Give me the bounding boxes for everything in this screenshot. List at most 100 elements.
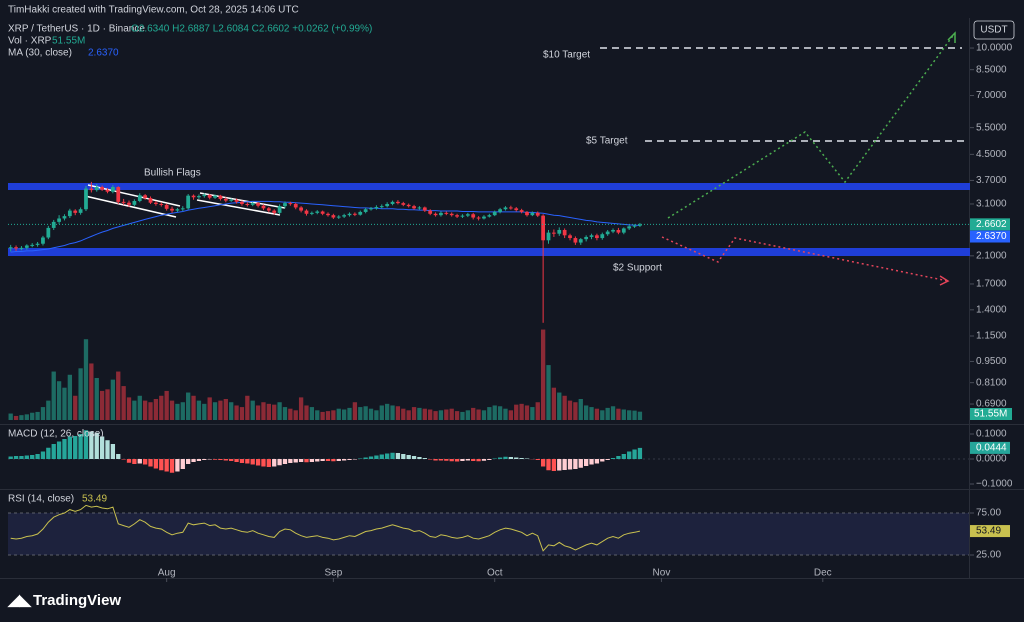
macd-bar bbox=[266, 459, 271, 467]
macd-bar bbox=[196, 459, 202, 461]
candle-body bbox=[148, 198, 153, 203]
y-tick-label: 7.0000 bbox=[976, 90, 1007, 101]
volume-bar bbox=[56, 381, 62, 420]
candle-body bbox=[514, 208, 519, 211]
candle-body bbox=[127, 202, 131, 205]
volume-bar bbox=[481, 410, 487, 420]
volume-bar bbox=[126, 397, 132, 420]
volume-bar bbox=[562, 395, 567, 420]
macd-bar bbox=[519, 458, 524, 459]
volume-bar bbox=[374, 410, 379, 420]
volume-bar bbox=[395, 406, 401, 420]
macd-bar bbox=[476, 459, 481, 462]
x-tick-label: Aug bbox=[158, 568, 176, 579]
volume-bar bbox=[347, 407, 352, 420]
volume-legend: Vol · XRP bbox=[8, 36, 52, 47]
volume-bar bbox=[234, 405, 239, 420]
volume-bar bbox=[320, 411, 325, 420]
macd-bar bbox=[94, 432, 99, 459]
volume-bar bbox=[578, 399, 583, 420]
volume-bar bbox=[164, 390, 169, 420]
macd-bar bbox=[83, 430, 89, 459]
candle-body bbox=[94, 187, 99, 191]
macd-bar bbox=[578, 459, 583, 468]
macd-bar bbox=[508, 457, 514, 459]
macd-bar bbox=[51, 444, 56, 459]
macd-bar bbox=[352, 459, 358, 460]
candle-body bbox=[611, 229, 615, 232]
volume-bar bbox=[137, 395, 142, 420]
candle-body bbox=[121, 201, 126, 203]
volume-bar bbox=[83, 339, 89, 420]
macd-bar bbox=[540, 459, 546, 467]
volume-bar bbox=[616, 408, 621, 420]
candle-body bbox=[304, 210, 309, 214]
ma-badge bbox=[970, 230, 1010, 243]
macd-bar bbox=[325, 459, 331, 461]
macd-bar bbox=[24, 455, 29, 459]
volume-bar bbox=[266, 403, 271, 420]
volume-bar bbox=[358, 407, 363, 420]
volume-bar bbox=[148, 402, 153, 420]
currency-button[interactable] bbox=[973, 20, 1015, 40]
volume-bar bbox=[551, 387, 557, 420]
candle-body bbox=[14, 247, 18, 249]
macd-bar bbox=[261, 459, 266, 467]
macd-bar bbox=[503, 456, 508, 459]
x-tick-label: Oct bbox=[487, 568, 503, 579]
volume-bar bbox=[255, 405, 261, 420]
candle-body bbox=[627, 226, 632, 229]
volume-bar bbox=[159, 395, 164, 420]
y-tick-label: 8.5000 bbox=[976, 64, 1007, 75]
macd-bar bbox=[218, 459, 223, 460]
candle-body bbox=[336, 216, 341, 218]
y-tick-label: 0.9500 bbox=[976, 356, 1007, 367]
candle-body bbox=[449, 213, 454, 216]
candle-body bbox=[621, 228, 626, 233]
macd-bar bbox=[401, 454, 406, 459]
candle-body bbox=[578, 239, 583, 243]
macd-bar bbox=[126, 459, 132, 463]
macd-bar bbox=[428, 459, 433, 460]
macd-bar bbox=[368, 456, 374, 459]
macd-bar bbox=[567, 459, 573, 470]
candle-body bbox=[57, 218, 61, 222]
volume-bar bbox=[637, 411, 643, 420]
macd-bar bbox=[363, 457, 368, 459]
volume-bar bbox=[196, 400, 202, 420]
volume-bar bbox=[379, 405, 384, 420]
candle-body bbox=[568, 235, 572, 239]
macd-bar bbox=[293, 459, 298, 463]
candle-body bbox=[455, 215, 459, 217]
candle-body bbox=[8, 247, 13, 249]
macd-bar bbox=[304, 459, 309, 463]
macd-bar bbox=[148, 459, 153, 467]
candle-body bbox=[487, 215, 492, 217]
candle-body bbox=[471, 214, 476, 218]
volume-bar bbox=[401, 408, 406, 420]
rsi-badge-label: 53.49 bbox=[976, 526, 1001, 537]
macd-bar bbox=[546, 459, 551, 471]
macd-bar bbox=[632, 449, 637, 459]
volume-bar bbox=[438, 410, 444, 420]
volume-badge bbox=[970, 408, 1012, 420]
y-tick-label: 1.1500 bbox=[976, 331, 1007, 342]
volume-bar bbox=[315, 410, 320, 420]
macd-bar bbox=[78, 434, 83, 459]
candle-body bbox=[116, 187, 121, 202]
volume-bar bbox=[492, 405, 497, 420]
macd-bar bbox=[433, 459, 438, 461]
volume-bar bbox=[73, 395, 78, 420]
macd-bar bbox=[234, 459, 239, 462]
annotation: $2 Support bbox=[613, 263, 662, 274]
volume-bar bbox=[508, 410, 514, 420]
candle-body bbox=[390, 201, 395, 204]
currency[interactable]: USDT bbox=[980, 25, 1007, 36]
volume-bar bbox=[94, 378, 99, 420]
candle-body bbox=[422, 207, 427, 211]
volume-bar bbox=[460, 411, 465, 420]
macd-bar bbox=[524, 458, 530, 459]
macd-bar bbox=[358, 458, 363, 459]
macd-bar bbox=[320, 459, 325, 461]
macd-bar bbox=[444, 459, 449, 461]
